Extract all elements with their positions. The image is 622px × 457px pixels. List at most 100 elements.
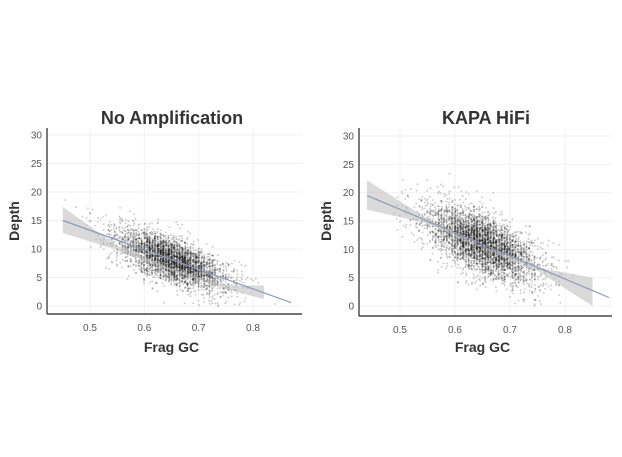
- scatter-point: [187, 259, 190, 261]
- scatter-point: [162, 260, 164, 263]
- scatter-point: [208, 273, 210, 276]
- scatter-point: [124, 247, 126, 250]
- scatter-point: [175, 275, 177, 278]
- scatter-point: [195, 255, 198, 257]
- scatter-point: [148, 240, 151, 242]
- scatter-point: [175, 265, 178, 267]
- scatter-point: [175, 258, 178, 261]
- scatter-point: [203, 272, 206, 274]
- scatter-point: [140, 246, 143, 248]
- scatter-point: [176, 254, 178, 257]
- scatter-point: [204, 282, 206, 285]
- scatter-point: [178, 264, 181, 267]
- scatter-point: [175, 266, 177, 269]
- scatter-point: [192, 302, 194, 305]
- scatter-point: [148, 247, 151, 250]
- scatter-point: [508, 221, 511, 224]
- scatter-point: [149, 248, 151, 251]
- scatter-point: [170, 262, 173, 265]
- scatter-point: [461, 211, 464, 214]
- scatter-point: [173, 240, 176, 243]
- scatter-point: [473, 275, 476, 278]
- scatter-point: [206, 293, 208, 295]
- scatter-point: [162, 240, 165, 243]
- scatter-point: [159, 249, 162, 252]
- scatter-point: [198, 264, 200, 267]
- scatter-point: [149, 256, 151, 259]
- scatter-point: [151, 233, 153, 236]
- scatter-point: [197, 265, 200, 267]
- scatter-point: [170, 272, 172, 275]
- scatter-point: [137, 240, 139, 243]
- scatter-point: [162, 261, 165, 264]
- scatter-point: [157, 240, 160, 243]
- scatter-point: [168, 251, 171, 253]
- scatter-point: [202, 264, 205, 266]
- scatter-point: [122, 246, 124, 249]
- scatter-point: [184, 266, 187, 269]
- scatter-point: [164, 241, 167, 243]
- scatter-point: [183, 256, 186, 259]
- scatter-point: [481, 244, 484, 246]
- scatter-point: [211, 254, 214, 257]
- scatter-point: [148, 238, 151, 240]
- scatter-point: [148, 241, 150, 243]
- scatter-point: [140, 241, 143, 244]
- scatter-point: [200, 262, 203, 265]
- scatter-point: [109, 225, 111, 228]
- scatter-point: [173, 255, 176, 258]
- scatter-point: [225, 273, 228, 276]
- scatter-point: [143, 268, 145, 270]
- scatter-point: [467, 233, 470, 235]
- scatter-point: [193, 240, 195, 243]
- scatter-point: [133, 235, 135, 238]
- scatter-point: [178, 263, 181, 266]
- scatter-point: [195, 262, 198, 264]
- scatter-point: [230, 295, 233, 298]
- scatter-point: [134, 243, 137, 246]
- scatter-point: [176, 274, 179, 277]
- scatter-point: [181, 256, 184, 259]
- scatter-point: [124, 239, 127, 241]
- scatter-point: [179, 257, 181, 260]
- scatter-point: [197, 275, 200, 278]
- scatter-point: [187, 287, 190, 289]
- scatter-point: [205, 273, 207, 276]
- scatter-point: [181, 258, 184, 261]
- scatter-point: [175, 249, 178, 251]
- scatter-point: [238, 303, 241, 306]
- scatter-point: [192, 257, 195, 260]
- scatter-point: [163, 247, 165, 249]
- scatter-point: [175, 241, 178, 243]
- scatter-point: [168, 280, 170, 283]
- scatter-point: [173, 265, 176, 267]
- scatter-point: [144, 259, 146, 262]
- scatter-point: [115, 233, 118, 236]
- scatter-point: [186, 260, 189, 263]
- scatter-point: [180, 268, 183, 270]
- scatter-point: [165, 261, 167, 263]
- scatter-point: [194, 257, 196, 260]
- scatter-point: [175, 259, 178, 262]
- scatter-point: [170, 262, 173, 265]
- scatter-point: [197, 273, 200, 275]
- scatter-point: [179, 245, 181, 247]
- scatter-point: [192, 281, 195, 284]
- scatter-point: [192, 278, 195, 281]
- scatter-point: [181, 255, 183, 258]
- scatter-point: [162, 249, 165, 251]
- scatter-point: [192, 263, 195, 266]
- scatter-point: [143, 264, 145, 266]
- scatter-point: [183, 241, 186, 244]
- scatter-point: [168, 269, 170, 272]
- scatter-point: [154, 243, 156, 245]
- scatter-point: [180, 246, 183, 249]
- scatter-point: [186, 275, 189, 278]
- scatter-point: [184, 268, 187, 271]
- scatter-point: [164, 269, 167, 271]
- scatter-point: [181, 274, 184, 276]
- scatter-point: [105, 266, 107, 269]
- scatter-point: [149, 247, 151, 250]
- scatter-point: [156, 247, 158, 250]
